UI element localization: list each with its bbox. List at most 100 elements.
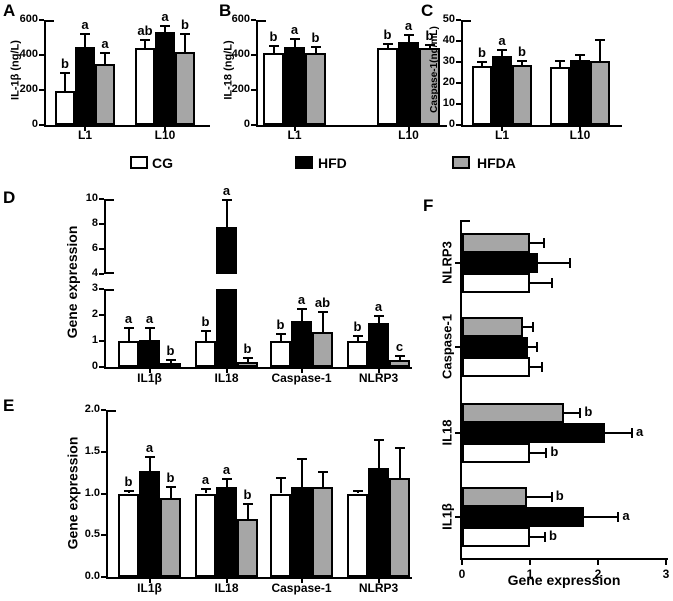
legend-label-hfd: HFD xyxy=(318,155,347,171)
x-cat-tick-B xyxy=(293,127,296,131)
y-tick-label-A: 0 xyxy=(31,118,38,130)
error-bar-F-HFDA xyxy=(526,496,552,498)
y-axis-line-F xyxy=(460,220,462,560)
sig-letter-E: b xyxy=(243,486,252,502)
sig-letter-E: a xyxy=(145,439,154,455)
y-tick-label-B: 200 xyxy=(231,83,250,95)
error-cap-F-HFDA xyxy=(550,492,553,502)
error-bar-E-HFD xyxy=(148,456,151,471)
y-axis-title-B: IL-18 (ng/L) xyxy=(222,39,234,100)
y-axis-lower-D xyxy=(104,289,106,367)
y-tick-label-B: 0 xyxy=(243,118,250,130)
y-axis-upper-cap-top-D xyxy=(106,199,114,201)
y-tick-E xyxy=(101,450,106,453)
x-tick-F xyxy=(461,560,463,565)
bar-C-HFD xyxy=(492,55,512,125)
bar-B-HFD xyxy=(284,47,305,125)
sig-letter-B: a xyxy=(404,17,413,33)
y-axis-top-cap-A xyxy=(46,20,54,22)
sig-letter-A: a xyxy=(101,36,109,52)
error-cap-D-CG xyxy=(275,332,286,335)
bar-C-CG xyxy=(550,67,570,125)
bar-E-HFD xyxy=(139,470,160,577)
y-tick-E xyxy=(101,492,106,495)
y-tick-label-B: 400 xyxy=(231,48,250,60)
error-cap-A-HFDA xyxy=(180,33,190,35)
error-bar-F-HFDA xyxy=(530,242,544,244)
x-cat-tick-D xyxy=(377,369,380,373)
error-cap-D-HFDA xyxy=(165,358,176,361)
error-cap-E-CG xyxy=(200,488,211,491)
sig-letter-F: a xyxy=(636,424,644,439)
bar-upper-D-HFD xyxy=(216,226,237,274)
x-axis-line-E xyxy=(106,577,412,579)
sig-letter-A: a xyxy=(81,17,89,33)
sig-letter-B: b xyxy=(269,29,278,45)
y-tick-label-A: 400 xyxy=(19,48,38,60)
error-bar-D-HFD xyxy=(377,316,380,324)
sig-letter-F: b xyxy=(548,528,557,543)
error-bar-B-HFD xyxy=(293,39,296,48)
y-tick-label-D: 0 xyxy=(91,360,98,372)
error-bar-A-HFDA xyxy=(184,34,186,52)
error-cap-A-CG xyxy=(140,38,150,41)
bar-F-HFDA xyxy=(462,233,530,253)
bar-C-HFDA xyxy=(590,60,610,125)
y-tick-label-D: 10 xyxy=(85,192,98,204)
category-label-A: L10 xyxy=(154,128,176,142)
error-cap-A-CG xyxy=(60,72,70,75)
y-axis-top-cap-B xyxy=(258,20,266,22)
error-bar-E-CG xyxy=(356,490,359,494)
error-cap-F-CG xyxy=(543,532,546,542)
y-tick-label-D: 4 xyxy=(91,267,98,279)
bar-A-HFDA xyxy=(95,63,115,125)
error-bar-A-CG xyxy=(64,73,66,91)
error-cap-B-HFD xyxy=(403,33,414,36)
bar-E-CG xyxy=(270,493,291,577)
x-cat-tick-E xyxy=(225,579,228,583)
bar-F-CG xyxy=(462,527,530,547)
legend-label-hfda: HFDA xyxy=(477,155,516,171)
error-bar-D-HFDA xyxy=(169,359,172,364)
error-cap-A-HFDA xyxy=(100,52,110,55)
legend-swatch-hfd xyxy=(295,156,313,169)
x-tick-F xyxy=(665,560,667,565)
error-cap-C-HFD xyxy=(497,48,507,51)
x-cat-tick-D xyxy=(225,369,228,373)
x-cat-tick-E xyxy=(377,579,380,583)
sig-letter-D: b xyxy=(243,341,252,357)
error-cap-E-HFD xyxy=(373,439,384,442)
y-axis-line-A xyxy=(44,20,46,125)
error-cap-B-HFDA xyxy=(424,43,435,46)
error-cap-D-HFD xyxy=(296,308,307,311)
x-cat-tick-B xyxy=(407,127,410,131)
x-axis-line-B xyxy=(256,125,447,127)
y-tick-label-E: 0.5 xyxy=(84,528,100,541)
x-cat-tick-E xyxy=(300,579,303,583)
y-tick-label-D: 1 xyxy=(91,334,98,346)
bar-F-HFD xyxy=(462,253,539,273)
category-label-E: Caspase-1 xyxy=(271,581,332,595)
y-axis-top-cap-C xyxy=(463,20,471,22)
bar-D-HFDA xyxy=(237,362,258,367)
x-cat-tick-D xyxy=(300,369,303,373)
error-cap-E-HFD xyxy=(144,455,155,458)
x-tick-label-F: 0 xyxy=(458,567,466,581)
error-cap-C-HFDA xyxy=(517,59,527,62)
error-cap-C-CG xyxy=(555,59,565,62)
y-axis-top-cap-F xyxy=(462,220,470,222)
bar-E-HFD xyxy=(368,468,389,577)
sig-letter-C: a xyxy=(498,32,506,48)
error-bar-E-CG xyxy=(204,489,207,494)
error-cap-D-HFD xyxy=(221,199,232,202)
bar-C-CG xyxy=(472,66,492,125)
category-label-E: IL18 xyxy=(214,581,239,595)
sig-letter-D: b xyxy=(166,342,175,358)
error-cap-E-HFDA xyxy=(242,502,253,505)
y-tick-label-C: 20 xyxy=(442,76,455,88)
legend-swatch-hfda xyxy=(452,156,470,169)
panel-label-E: E xyxy=(3,396,15,415)
sig-letter-D: c xyxy=(395,338,404,354)
y-axis-lower-cap-D xyxy=(106,289,114,291)
error-bar-F-CG xyxy=(530,282,553,284)
